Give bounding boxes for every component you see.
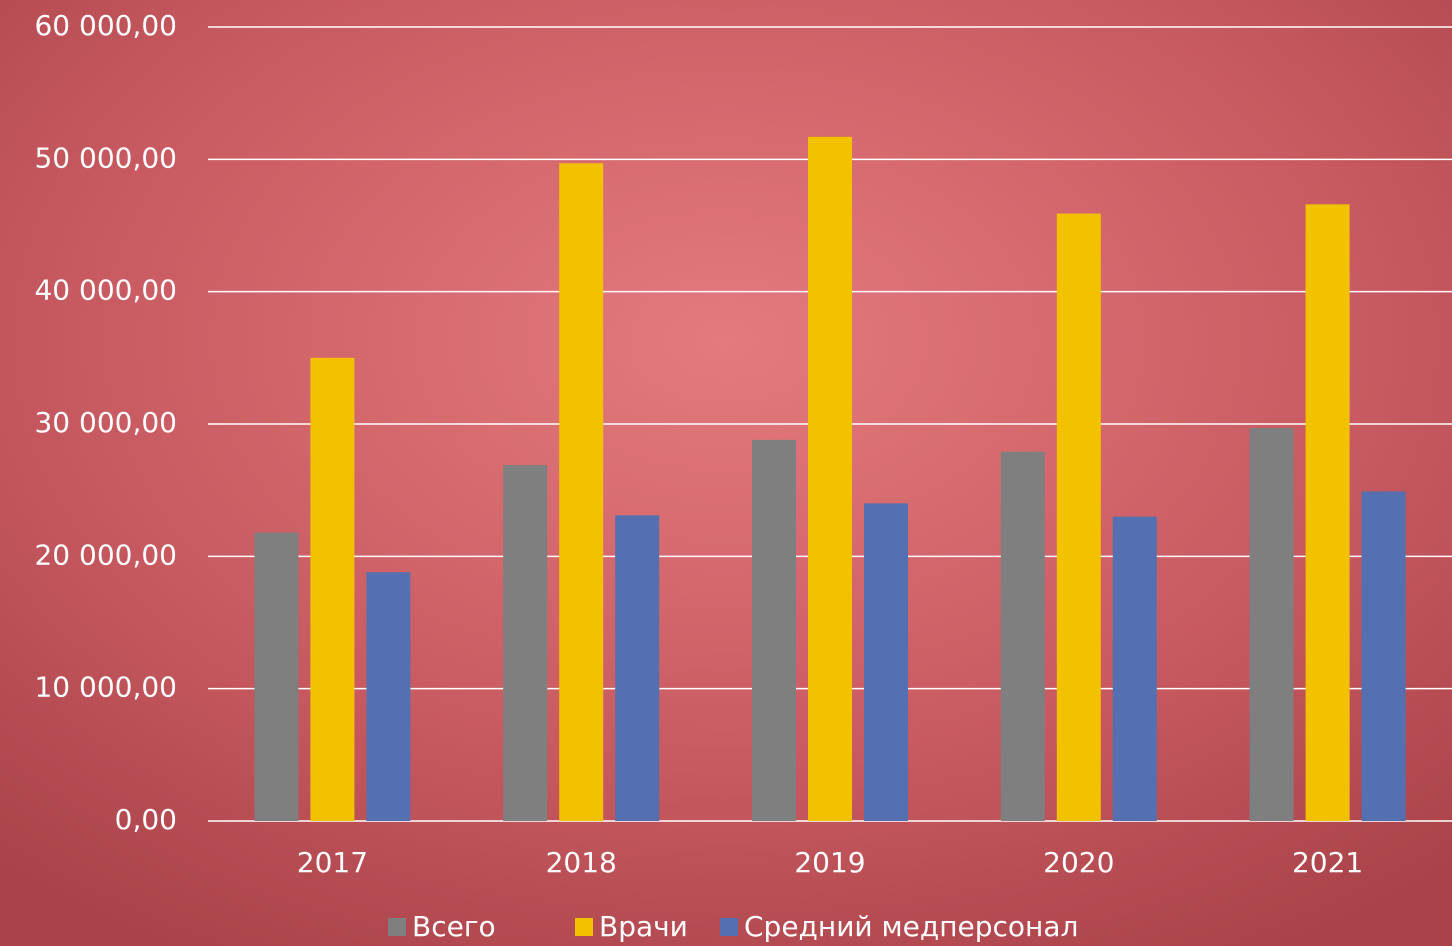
legend-label: Средний медперсонал [744,910,1078,943]
y-tick-label: 0,00 [115,803,177,836]
y-tick-label: 50 000,00 [34,141,177,174]
y-tick-label: 10 000,00 [34,671,177,704]
legend-swatch [388,918,406,936]
bar [503,465,548,821]
bar [615,515,660,821]
legend-label: Всего [412,910,496,943]
bar [1056,213,1101,822]
legend-label: Врачи [599,910,688,943]
bar [1000,451,1045,821]
bar [559,163,604,821]
y-tick-label: 40 000,00 [34,274,177,307]
y-tick-label: 20 000,00 [34,538,177,571]
x-tick-label: 2018 [546,846,617,879]
x-tick-label: 2020 [1043,846,1114,879]
bar [1249,427,1294,821]
x-tick-label: 2021 [1292,846,1363,879]
bar [1361,491,1406,821]
bar [1305,204,1350,821]
bar [864,503,908,821]
bar [310,357,355,821]
bar [254,532,299,821]
x-tick-label: 2017 [297,846,368,879]
y-tick-label: 30 000,00 [34,406,177,439]
bar [752,439,796,821]
legend-swatch [575,918,593,936]
bar [808,136,852,821]
bar [1112,516,1157,821]
legend-swatch [720,918,738,936]
y-tick-label: 60 000,00 [34,9,177,42]
x-tick-label: 2019 [794,846,865,879]
bar [366,572,411,821]
